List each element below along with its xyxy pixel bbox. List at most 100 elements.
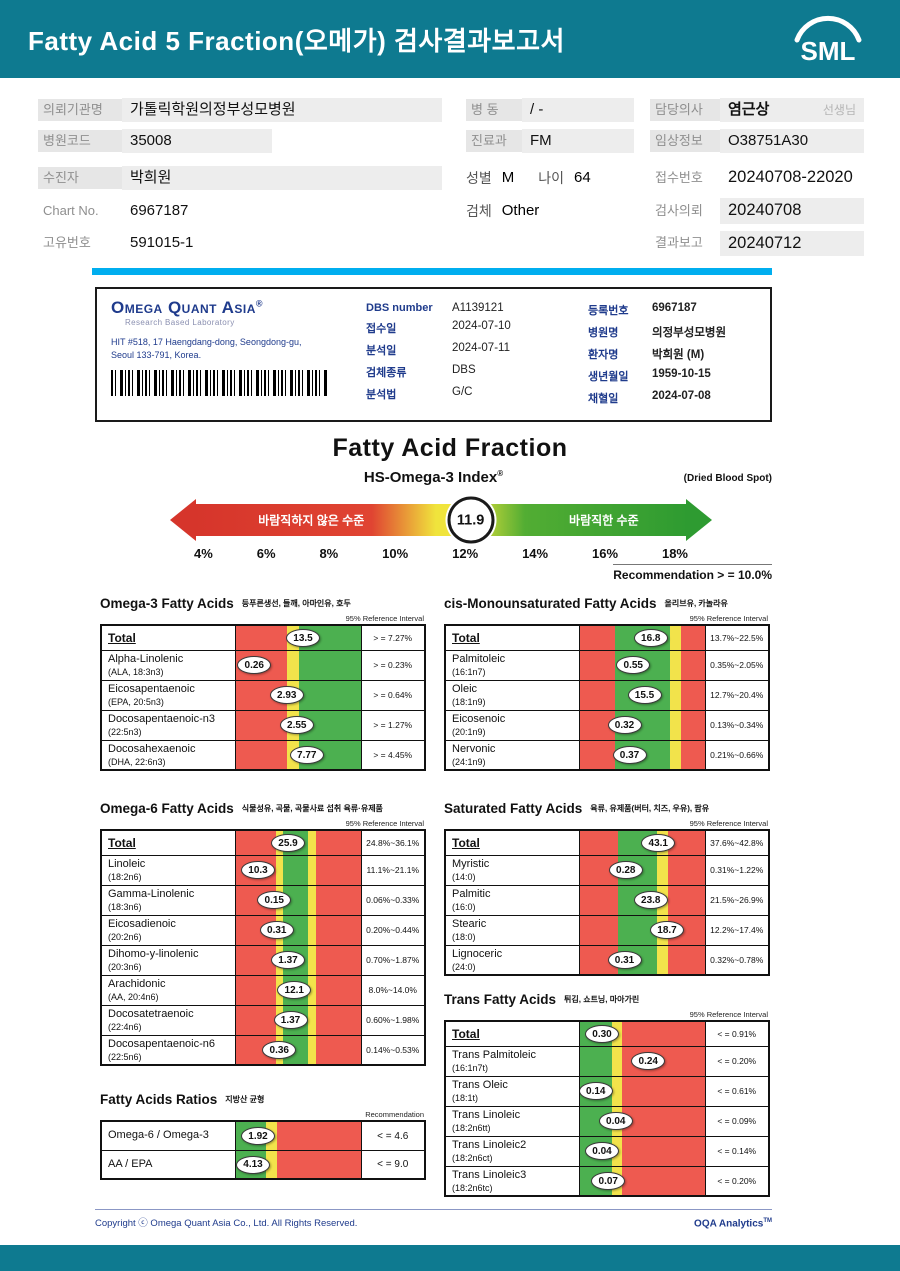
red-band (580, 681, 615, 710)
copyright-text: Copyright ⓒ Omega Quant Asia Co., Ltd. A… (95, 1218, 358, 1229)
table-row: Eicosadienoic (20:2n6) 0.31 0.20%~0.44% (100, 914, 426, 946)
value-marker: 0.31 (607, 951, 642, 970)
fatty-acid-name-cell: Docosapentaenoic-n3 (22:5n3) (100, 709, 236, 741)
hospital-name-label: 병원명 (588, 327, 619, 340)
yellow-band (669, 626, 681, 650)
reference-value: 37.6%~42.8% (704, 829, 770, 856)
table-row: Trans Linoleic (18:2n6tt) 0.04 < = 0.09% (444, 1105, 770, 1137)
table-row: Total 0.30 < = 0.91% (444, 1020, 770, 1047)
lab-field: 생년월일 1959-10-15 (588, 368, 760, 384)
red-band (622, 1022, 704, 1046)
barcode (111, 369, 329, 396)
ratios-header: Fatty Acids Ratios 지방산 균형 (100, 1092, 426, 1107)
table-subtitle: 올리브유, 카놀라유 (664, 599, 728, 609)
row-name: Gamma-Linolenic (108, 888, 195, 901)
lab-field: DBS number A1139121 (366, 302, 588, 314)
reference-interval-header: 95% Reference Interval (345, 614, 424, 624)
info-row: 의뢰기관명 가톨릭학원의정부성모병원 병 동 / - 담당의사 염근상 선생님 (38, 98, 864, 122)
gauge-right-arrow (686, 499, 712, 542)
row-notation: (16:1n7t) (452, 1062, 489, 1073)
red-band (236, 741, 287, 770)
red-band (236, 1006, 276, 1035)
table-row: Trans Oleic (18:1t) 0.14 < = 0.61% (444, 1075, 770, 1107)
row-name: Trans Oleic (452, 1079, 508, 1092)
dried-blood-spot-note: (Dried Blood Spot) (683, 473, 772, 485)
red-band (622, 1107, 704, 1136)
request-info-section: 의뢰기관명 가톨릭학원의정부성모병원 병 동 / - 담당의사 염근상 선생님 … (38, 98, 864, 153)
row-notation: (24:0) (452, 961, 476, 972)
red-band (668, 831, 704, 855)
oqa-analytics-brand: OQA AnalyticsTM (694, 1218, 772, 1229)
fatty-acid-name-cell: Nervonic (24:1n9) (444, 739, 580, 771)
bar-bands (580, 1047, 704, 1076)
reference-bar-cell: 0.32 (578, 709, 706, 741)
reference-bar-cell: 0.28 (578, 854, 706, 886)
row-name: Total (108, 835, 136, 850)
row-name: Palmitic (452, 888, 491, 901)
patient-info-section: 수진자 박희원 성별 M 나이 64 접수번호 20240708-22020 C… (38, 165, 864, 257)
value-marker: 2.55 (279, 716, 314, 735)
table-row: Eicosenoic (20:1n9) 0.32 0.13%~0.34% (444, 709, 770, 741)
omega6-header: Omega-6 Fatty Acids 식물성유, 곡물, 곡물사료 섭취 육류·… (100, 801, 426, 816)
gauge-tick-label: 18% (661, 546, 688, 562)
table-row: Trans Palmitoleic (16:1n7t) 0.24 < = 0.20% (444, 1045, 770, 1077)
trans-header: Trans Fatty Acids 튀김, 쇼트닝, 마아가린 (444, 992, 770, 1007)
row-name: Stearic (452, 918, 487, 931)
fatty-acid-name-cell: Linoleic (18:2n6) (100, 854, 236, 886)
value-marker: 0.28 (608, 861, 643, 880)
lab-address-line2: Seoul 133-791, Korea. (111, 349, 202, 360)
lab-name-text: Omega Quant Asia (111, 298, 256, 318)
specimen-label: 검체 (466, 202, 492, 219)
section-title: Fatty Acid Fraction (332, 434, 568, 463)
row-notation: (18:3n6) (108, 901, 142, 912)
red-band (236, 976, 276, 1005)
value-marker: 15.5 (627, 686, 662, 705)
row-name: Eicosadienoic (108, 918, 176, 931)
reference-value: > = 0.23% (360, 649, 426, 681)
row-notation: (DHA, 22:6n3) (108, 756, 166, 767)
row-name: Myristic (452, 858, 490, 871)
reference-value: 0.31%~1.22% (704, 854, 770, 886)
lab-field: 채혈일 2024-07-08 (588, 390, 760, 406)
table-row: Total 16.8 13.7%~22.5% (444, 624, 770, 651)
reference-bar-cell: 7.77 (234, 739, 362, 771)
value-marker: 0.36 (262, 1041, 297, 1060)
row-name: Docosahexaenoic (108, 742, 196, 755)
reference-value: > = 4.45% (360, 739, 426, 771)
red-band (680, 741, 704, 770)
patient-name-label: 환자명 (588, 349, 619, 362)
reference-value: 0.06%~0.33% (360, 884, 426, 916)
red-band (622, 1167, 704, 1196)
row-notation: (18:1t) (452, 1092, 479, 1103)
gauge-good-zone-label: 바람직한 수준 (569, 513, 639, 528)
reference-value: 11.1%~21.1% (360, 854, 426, 886)
blue-divider (92, 268, 772, 276)
report-date-field: 결과보고 20240712 (650, 230, 864, 257)
bar-bands (236, 886, 360, 915)
request-date-label: 검사의뢰 (655, 202, 703, 218)
ratios-table: Omega-6 / Omega-3 1.92 < = 4.6 AA / EPA 4.13… (100, 1120, 426, 1181)
lab-address: HIT #518, 17 Haengdang-dong, Seongdong-g… (111, 336, 366, 361)
clinical-info-value: O38751A30 (720, 129, 864, 153)
mono-header: cis-Monounsaturated Fatty Acids 올리브유, 카놀라… (444, 596, 770, 611)
row-name: Docosatetraenoic (108, 1008, 194, 1021)
table-row: Total 25.9 24.8%~36.1% (100, 829, 426, 856)
row-notation: (18:0) (452, 931, 476, 942)
gauge-tick-label: 12% (452, 546, 479, 562)
yellow-band (308, 946, 316, 975)
specimen-type-value: DBS (452, 364, 476, 377)
fatty-acid-name-cell: Lignoceric (24:0) (444, 944, 580, 976)
row-notation: (22:4n6) (108, 1021, 142, 1032)
registration-no-label: 등록번호 (588, 305, 629, 318)
gauge-tick-label: 16% (592, 546, 619, 562)
lab-patient-fields: 등록번호 6967187 병원명 의정부성모병원 환자명 박희원 (M) 생년월일 19… (588, 299, 760, 412)
index-title-row: HS-Omega-3 Index® (Dried Blood Spot) (95, 469, 772, 491)
green-band (580, 1047, 612, 1076)
red-band (315, 886, 360, 915)
yellow-band (308, 856, 316, 885)
reference-value: 12.2%~17.4% (704, 914, 770, 946)
lab-address-line1: HIT #518, 17 Haengdang-dong, Seongdong-g… (111, 337, 302, 348)
row-notation: (22:5n3) (108, 726, 142, 737)
fatty-acid-name-cell: Oleic (18:1n9) (444, 679, 580, 711)
